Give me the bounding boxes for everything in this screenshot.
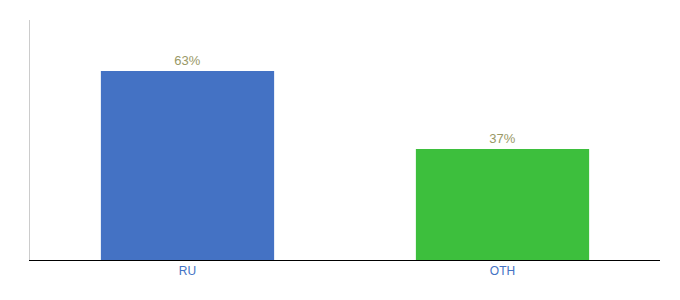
svg-text:RU: RU xyxy=(179,264,196,278)
svg-text:37%: 37% xyxy=(489,131,515,146)
svg-text:OTH: OTH xyxy=(490,264,515,278)
svg-text:63%: 63% xyxy=(174,53,200,68)
